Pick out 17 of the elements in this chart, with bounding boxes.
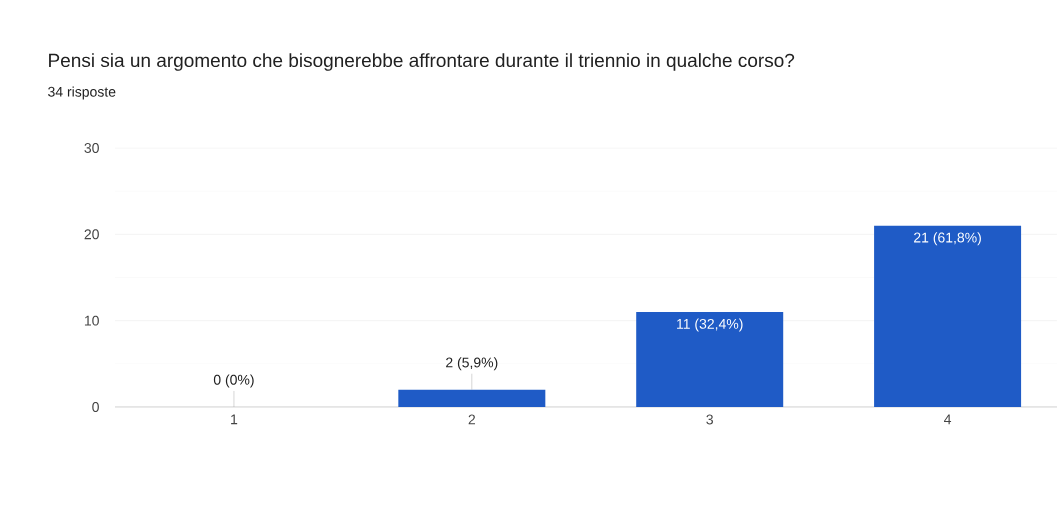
x-tick-label: 3 xyxy=(706,414,713,425)
data-label: 11 (32,4%) xyxy=(677,318,743,332)
data-label: 0 (0%) xyxy=(213,374,254,388)
x-tick-label: 1 xyxy=(231,414,238,425)
y-tick-label: 0 xyxy=(92,402,99,412)
y-tick-label: 20 xyxy=(84,229,99,240)
x-tick-label: 4 xyxy=(944,414,952,425)
x-tick-label: 2 xyxy=(468,414,476,425)
bar xyxy=(636,312,784,407)
data-label: 21 (61,8%) xyxy=(914,232,981,246)
chart-title: Pensi sia un argomento che bisognerebbe affrontare durante il triennio in qualche corso? xyxy=(49,53,795,71)
y-tick-label: 10 xyxy=(84,315,99,326)
chart-subtitle: 34 risposte xyxy=(48,86,116,100)
data-label: 2 (5,9%) xyxy=(446,357,498,371)
bar xyxy=(874,225,1022,407)
bar xyxy=(398,389,546,407)
y-tick-label: 30 xyxy=(84,143,99,153)
